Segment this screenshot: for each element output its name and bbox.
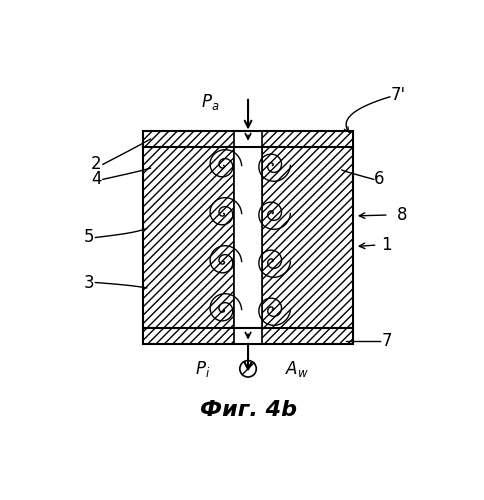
Text: Фиг. 4b: Фиг. 4b (199, 400, 297, 420)
Text: 3: 3 (83, 274, 94, 291)
Text: 1: 1 (381, 236, 392, 254)
Bar (143, 148, 234, 328)
Bar (234, 130, 262, 344)
Text: 2: 2 (91, 156, 102, 174)
Text: 5: 5 (83, 228, 94, 246)
Text: $P_a$: $P_a$ (201, 92, 220, 112)
Text: 7': 7' (391, 86, 406, 104)
Bar (262, 148, 353, 328)
Bar (143, 130, 353, 148)
Text: 7: 7 (381, 332, 392, 349)
Text: $A_w$: $A_w$ (285, 359, 309, 379)
Text: 8: 8 (396, 206, 407, 224)
Text: 4: 4 (91, 170, 101, 188)
Text: $P_i$: $P_i$ (196, 359, 211, 379)
Bar (143, 328, 353, 344)
Text: 6: 6 (374, 170, 385, 188)
